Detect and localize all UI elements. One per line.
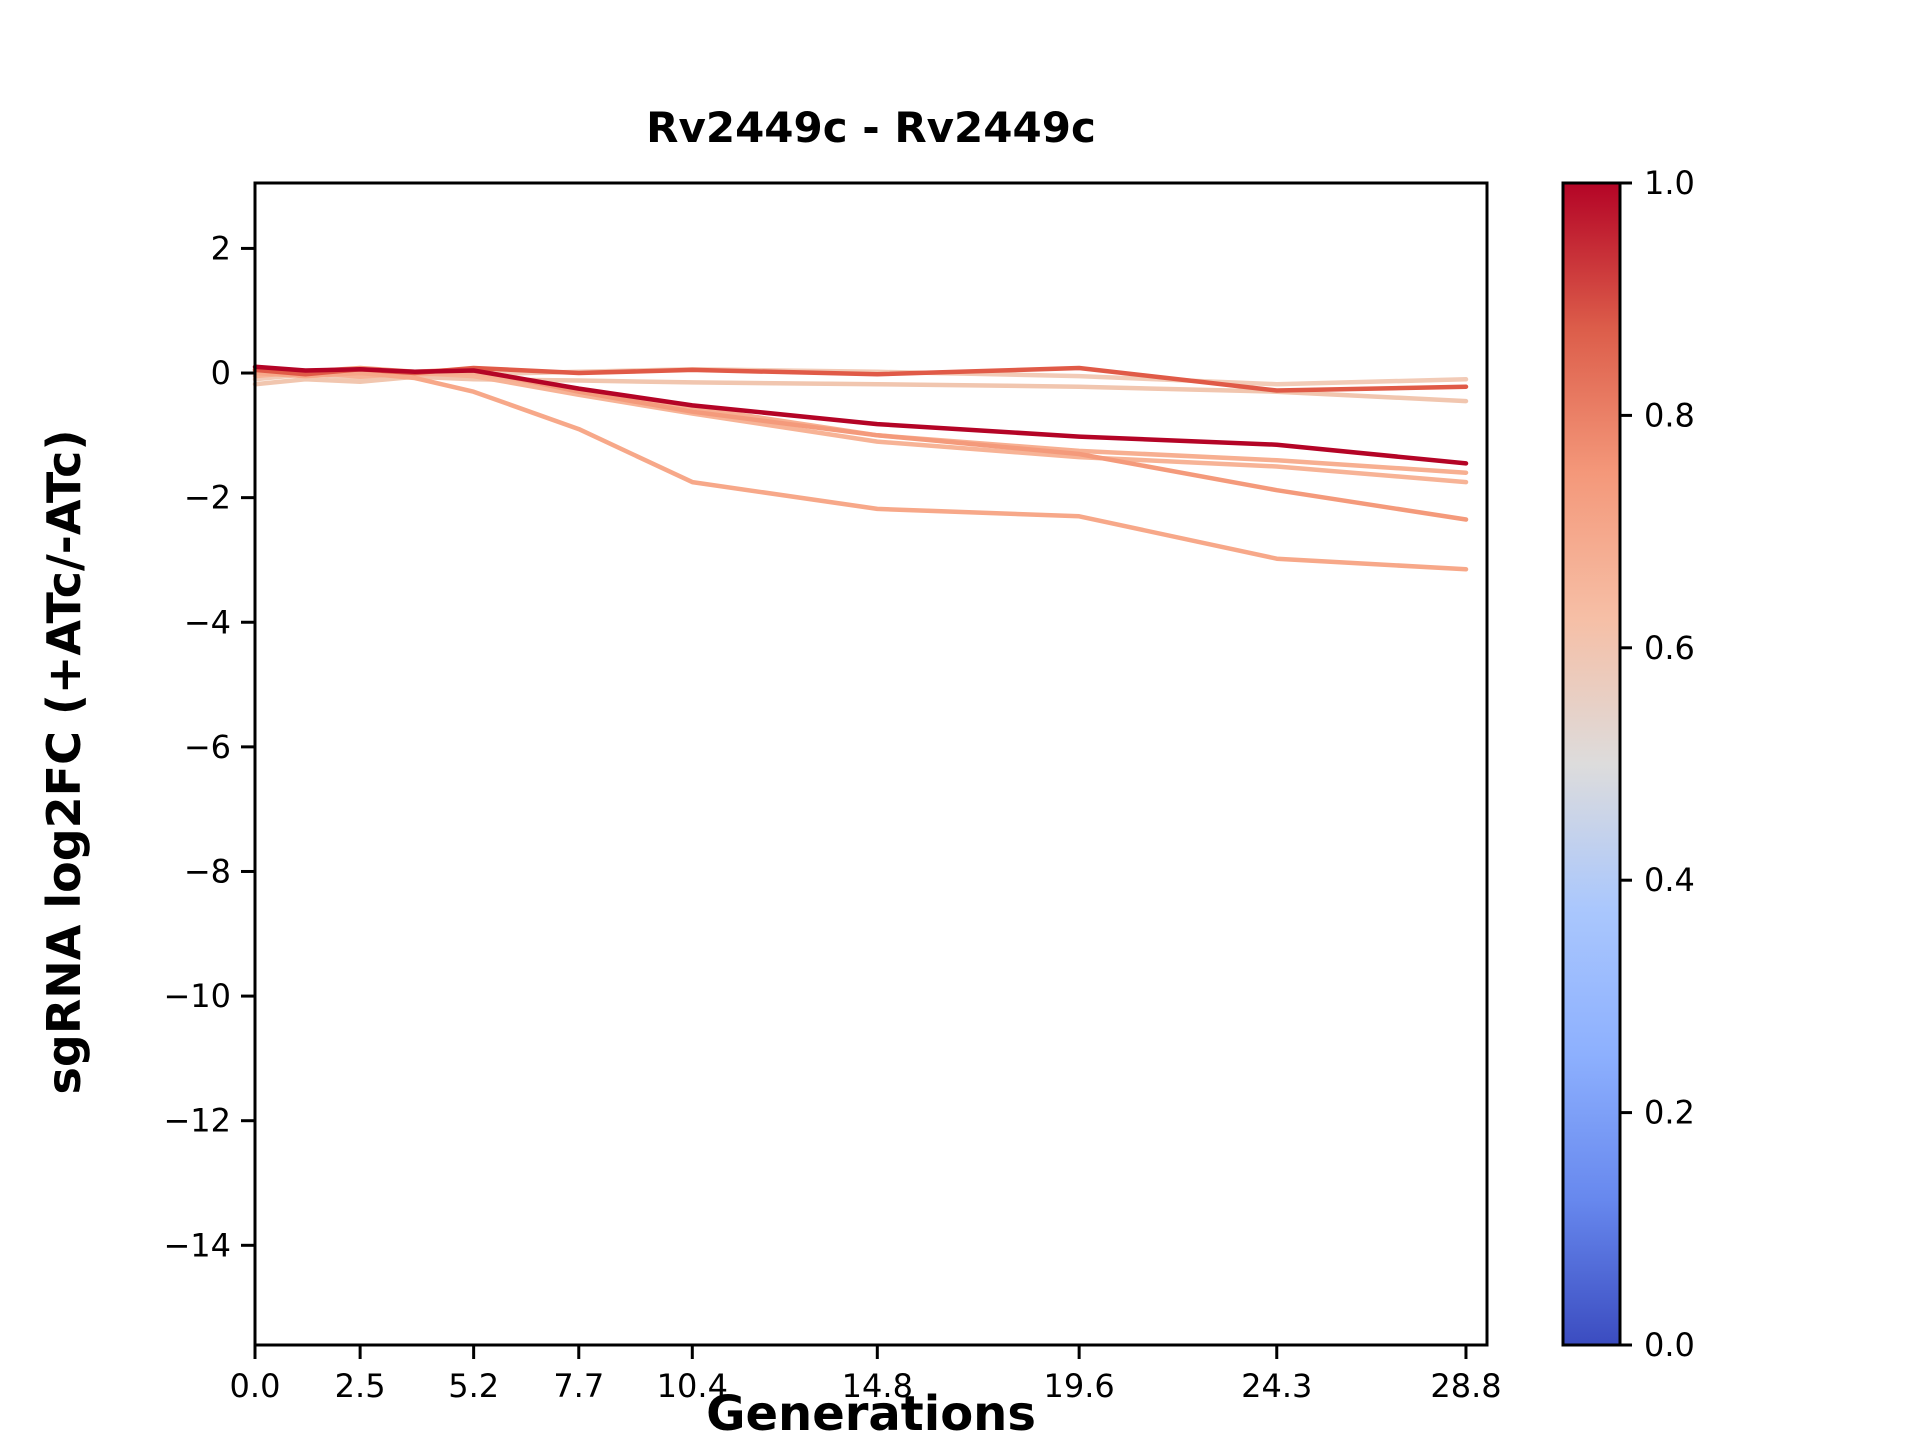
- colorbar-tick-label: 0.0: [1644, 1326, 1695, 1364]
- chart-title: Rv2449c - Rv2449c: [646, 103, 1096, 152]
- x-tick-label: 2.5: [335, 1367, 386, 1405]
- y-tick-label: −2: [184, 479, 231, 517]
- series-line-sgRNA-6: [252, 370, 1469, 572]
- x-tick-label: 28.8: [1430, 1367, 1501, 1405]
- y-tick-label: 2: [211, 229, 231, 267]
- y-tick-label: −14: [163, 1226, 231, 1264]
- y-tick-label: −10: [163, 977, 231, 1015]
- y-tick-label: −6: [184, 728, 231, 766]
- colorbar-tick-label: 1.0: [1644, 164, 1695, 202]
- x-tick-label: 10.4: [657, 1367, 728, 1405]
- x-tick-label: 5.2: [448, 1367, 499, 1405]
- y-tick-label: −12: [163, 1102, 231, 1140]
- plot-spines: [253, 181, 1489, 1347]
- x-tick-label: 0.0: [230, 1367, 281, 1405]
- series-line-sgRNA-2: [252, 374, 1469, 404]
- x-axis-label: Generations: [706, 1386, 1036, 1440]
- colorbar-tick-label: 0.8: [1644, 396, 1695, 434]
- colorbar-tick-label: 0.2: [1644, 1094, 1695, 1132]
- series-line-sgRNA-8: [252, 364, 1469, 466]
- colorbar-tick-label: 0.4: [1644, 861, 1695, 899]
- x-tick-label: 19.6: [1044, 1367, 1115, 1405]
- y-tick-label: −4: [184, 603, 231, 641]
- y-tick-label: 0: [211, 354, 231, 392]
- x-tick-label: 14.8: [842, 1367, 913, 1405]
- x-tick-label: 24.3: [1241, 1367, 1312, 1405]
- colorbar-tick-label: 0.6: [1644, 629, 1695, 667]
- y-tick-label: −8: [184, 852, 231, 890]
- x-tick-label: 7.7: [553, 1367, 604, 1405]
- colorbar: [1561, 181, 1622, 1347]
